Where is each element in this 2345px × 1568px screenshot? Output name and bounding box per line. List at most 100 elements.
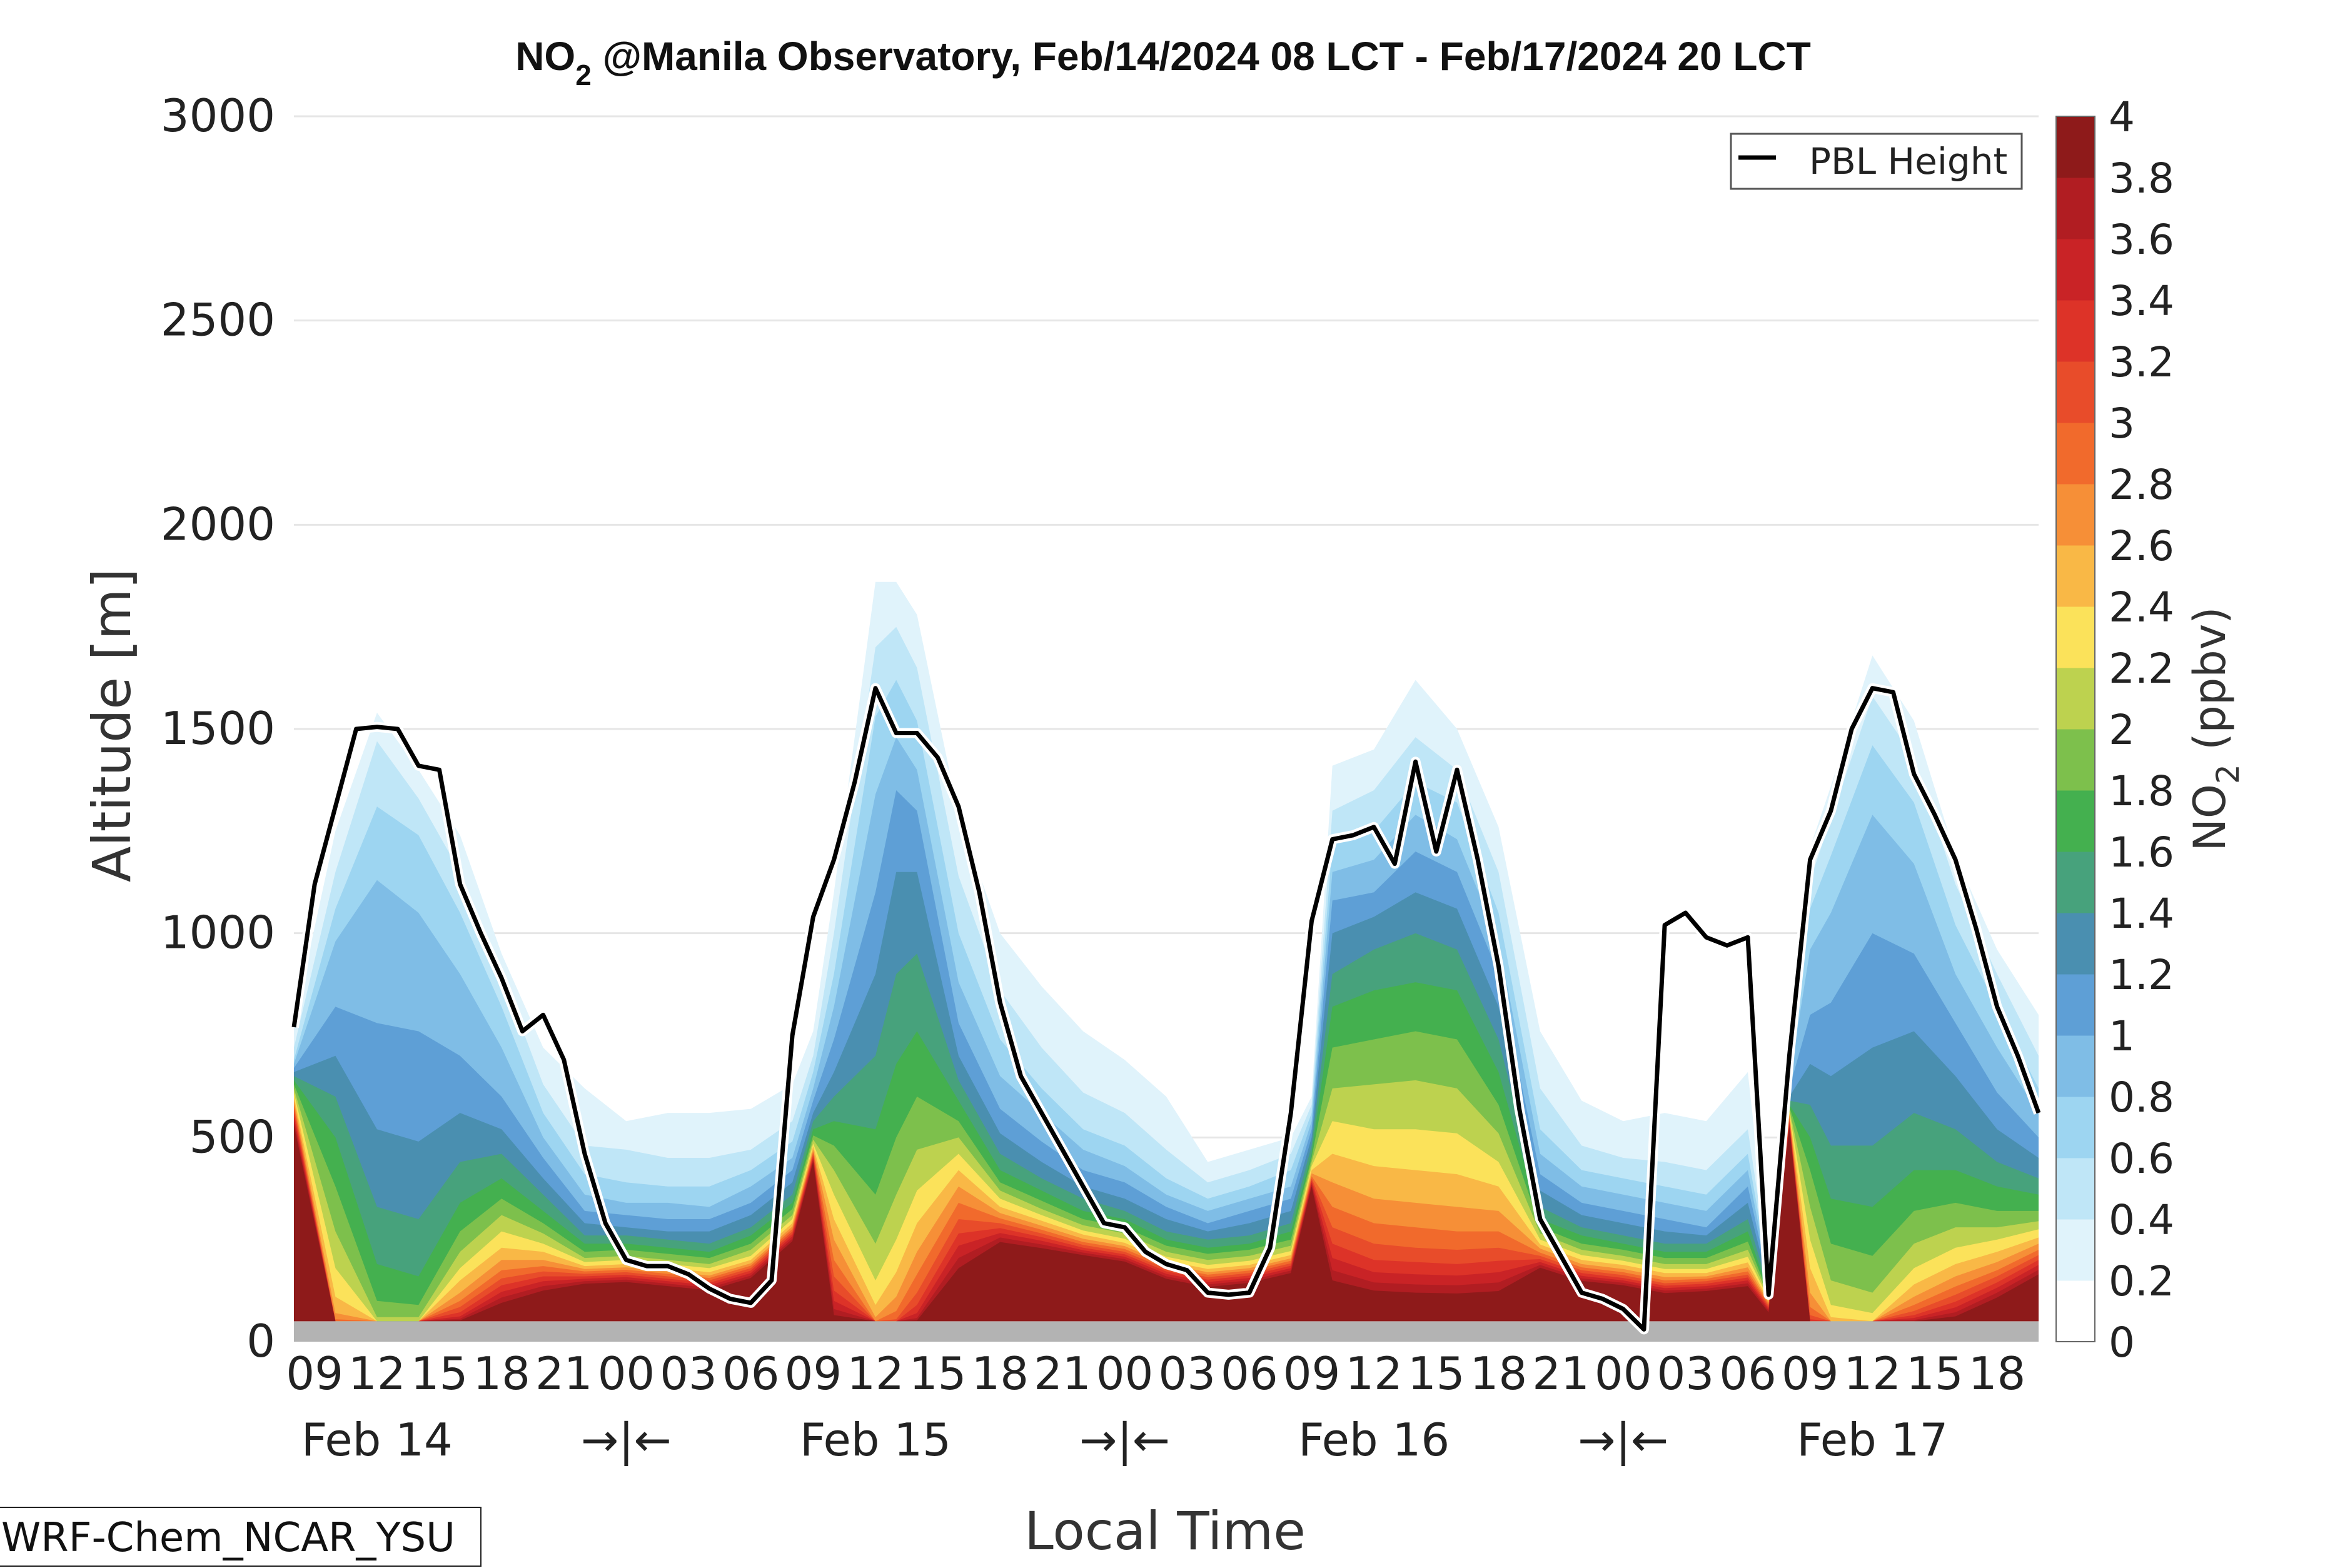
x-tick-label: 09	[286, 1347, 343, 1400]
colorbar-tick-label: 4	[2109, 93, 2135, 141]
colorbar-tick-label: 3.6	[2109, 216, 2174, 264]
x-tick-label: 15	[909, 1347, 967, 1400]
colorbar-tick-label: 0.6	[2109, 1135, 2174, 1183]
title-subscript: 2	[575, 59, 592, 91]
colorbar-tick-label: 2.4	[2109, 583, 2174, 631]
x-tick-label: 21	[535, 1347, 593, 1400]
colorbar-swatch	[2056, 545, 2095, 607]
ground-band	[294, 1321, 2039, 1342]
contour-level-1	[294, 581, 2039, 1322]
gridlines	[294, 115, 2039, 1138]
contour-level-12	[294, 1097, 2039, 1322]
chart-title: NO2 @Manila Observatory, Feb/14/2024 08 …	[515, 34, 1811, 91]
x-tick-label: 03	[660, 1347, 717, 1400]
colorbar-tick-label: 1.4	[2109, 890, 2174, 938]
colorbar-swatches	[2056, 116, 2095, 1342]
colorbar-tick-label: 2.8	[2109, 461, 2174, 509]
day-label: Feb 14	[301, 1414, 453, 1466]
x-tick-label: 09	[785, 1347, 842, 1400]
x-tick-label: 06	[1719, 1347, 1777, 1400]
day-label: Feb 17	[1797, 1414, 1948, 1466]
colorbar: 0 0.2 0.4 0.6 0.8 1 1.2 1.4 1.6 1.8 2 2.2 2.4 2.6 2.8 3…	[2055, 93, 2246, 1367]
x-tick-label: 12	[1345, 1347, 1403, 1400]
legend-label: PBL Height	[1809, 140, 2007, 183]
x-tick-label: 06	[1221, 1347, 1278, 1400]
x-tick-label: 21	[1034, 1347, 1091, 1400]
y-tick-label: 2000	[161, 498, 275, 550]
y-tick-label: 3000	[161, 89, 275, 142]
y-axis-ticks: 0 500 1000 1500 2000 2500 3000	[161, 89, 275, 1367]
day-label: →|←	[581, 1414, 672, 1467]
x-tick-label: 15	[1906, 1347, 1964, 1400]
colorbar-label-subscript: 2	[2210, 764, 2246, 784]
colorbar-swatch	[2056, 1097, 2095, 1158]
colorbar-swatch	[2056, 668, 2095, 730]
x-tick-label: 00	[598, 1347, 655, 1400]
colorbar-swatch	[2056, 484, 2095, 546]
y-tick-label: 1500	[161, 702, 275, 755]
colorbar-swatch	[2056, 178, 2095, 239]
day-label: Feb 16	[1298, 1414, 1450, 1466]
y-tick-label: 0	[246, 1315, 275, 1367]
colorbar-swatch	[2056, 1035, 2095, 1097]
colorbar-swatch	[2056, 300, 2095, 362]
colorbar-tick-label: 2.2	[2109, 645, 2174, 693]
x-axis-label: Local Time	[1024, 1500, 1306, 1562]
colorbar-label-species: NO	[2184, 784, 2236, 851]
x-axis-ticks: 09 12 15 18 21 00 03 06 09 12 15 18 21 00 03 06 09 12 15 18…	[286, 1347, 2025, 1400]
contour-fills	[294, 581, 2039, 1322]
colorbar-swatch	[2056, 974, 2095, 1036]
colorbar-label-unit: (ppbv)	[2184, 607, 2236, 765]
x-tick-label: 09	[1283, 1347, 1341, 1400]
x-tick-label: 03	[1158, 1347, 1216, 1400]
colorbar-swatch	[2056, 1158, 2095, 1220]
x-tick-label: 12	[847, 1347, 904, 1400]
colorbar-tick-label: 3.4	[2109, 277, 2174, 325]
colorbar-swatch	[2056, 913, 2095, 975]
day-label: Feb 15	[800, 1414, 951, 1466]
colorbar-frame	[2055, 116, 2095, 1342]
colorbar-tick-label: 2.6	[2109, 522, 2174, 570]
colorbar-tick-label: 3.2	[2109, 338, 2174, 386]
colorbar-swatch	[2056, 361, 2095, 423]
x-tick-label: 09	[1782, 1347, 1839, 1400]
colorbar-swatch	[2056, 239, 2095, 301]
colorbar-tick-label: 1.8	[2109, 767, 2174, 815]
x-tick-label: 18	[971, 1347, 1029, 1400]
legend-box	[1730, 133, 2023, 190]
colorbar-ticks: 0 0.2 0.4 0.6 0.8 1 1.2 1.4 1.6 1.8 2 2.2 2.4 2.6 2.8 3…	[2109, 93, 2174, 1367]
x-tick-label: 15	[1408, 1347, 1465, 1400]
x-tick-label: 03	[1657, 1347, 1715, 1400]
colorbar-swatch	[2056, 116, 2095, 178]
x-tick-label: 18	[473, 1347, 530, 1400]
x-tick-label: 18	[1969, 1347, 2026, 1400]
day-label: →|←	[1578, 1414, 1668, 1467]
x-tick-label: 00	[1595, 1347, 1652, 1400]
colorbar-tick-label: 0	[2109, 1319, 2135, 1367]
pbl-height-line	[291, 686, 2041, 1332]
title-text: @Manila Observatory, Feb/14/2024 08 LCT …	[592, 34, 1811, 79]
colorbar-tick-label: 0.2	[2109, 1257, 2174, 1305]
colorbar-tick-label: 0.4	[2109, 1196, 2174, 1244]
colorbar-swatch	[2056, 790, 2095, 852]
x-tick-label: 21	[1532, 1347, 1590, 1400]
y-tick-label: 500	[189, 1110, 275, 1163]
colorbar-tick-label: 0.8	[2109, 1073, 2174, 1122]
model-tag: WRF-Chem_NCAR_YSU	[0, 1507, 482, 1567]
x-tick-label: 12	[1843, 1347, 1901, 1400]
contour-level-19	[294, 1125, 2039, 1322]
colorbar-swatch	[2056, 729, 2095, 791]
colorbar-swatch	[2056, 1219, 2095, 1281]
day-labels: Feb 14 →|← Feb 15 →|← Feb 16 →|← Feb 17	[301, 1414, 1948, 1467]
colorbar-tick-label: 3.8	[2109, 154, 2174, 203]
colorbar-tick-label: 1.2	[2109, 951, 2174, 999]
colorbar-tick-label: 1.6	[2109, 828, 2174, 877]
contour-level-9	[294, 1031, 2039, 1322]
colorbar-swatch	[2056, 1280, 2095, 1342]
y-tick-label: 2500	[161, 294, 275, 346]
colorbar-swatch	[2056, 423, 2095, 485]
colorbar-tick-label: 3	[2109, 400, 2135, 448]
x-tick-label: 12	[348, 1347, 406, 1400]
